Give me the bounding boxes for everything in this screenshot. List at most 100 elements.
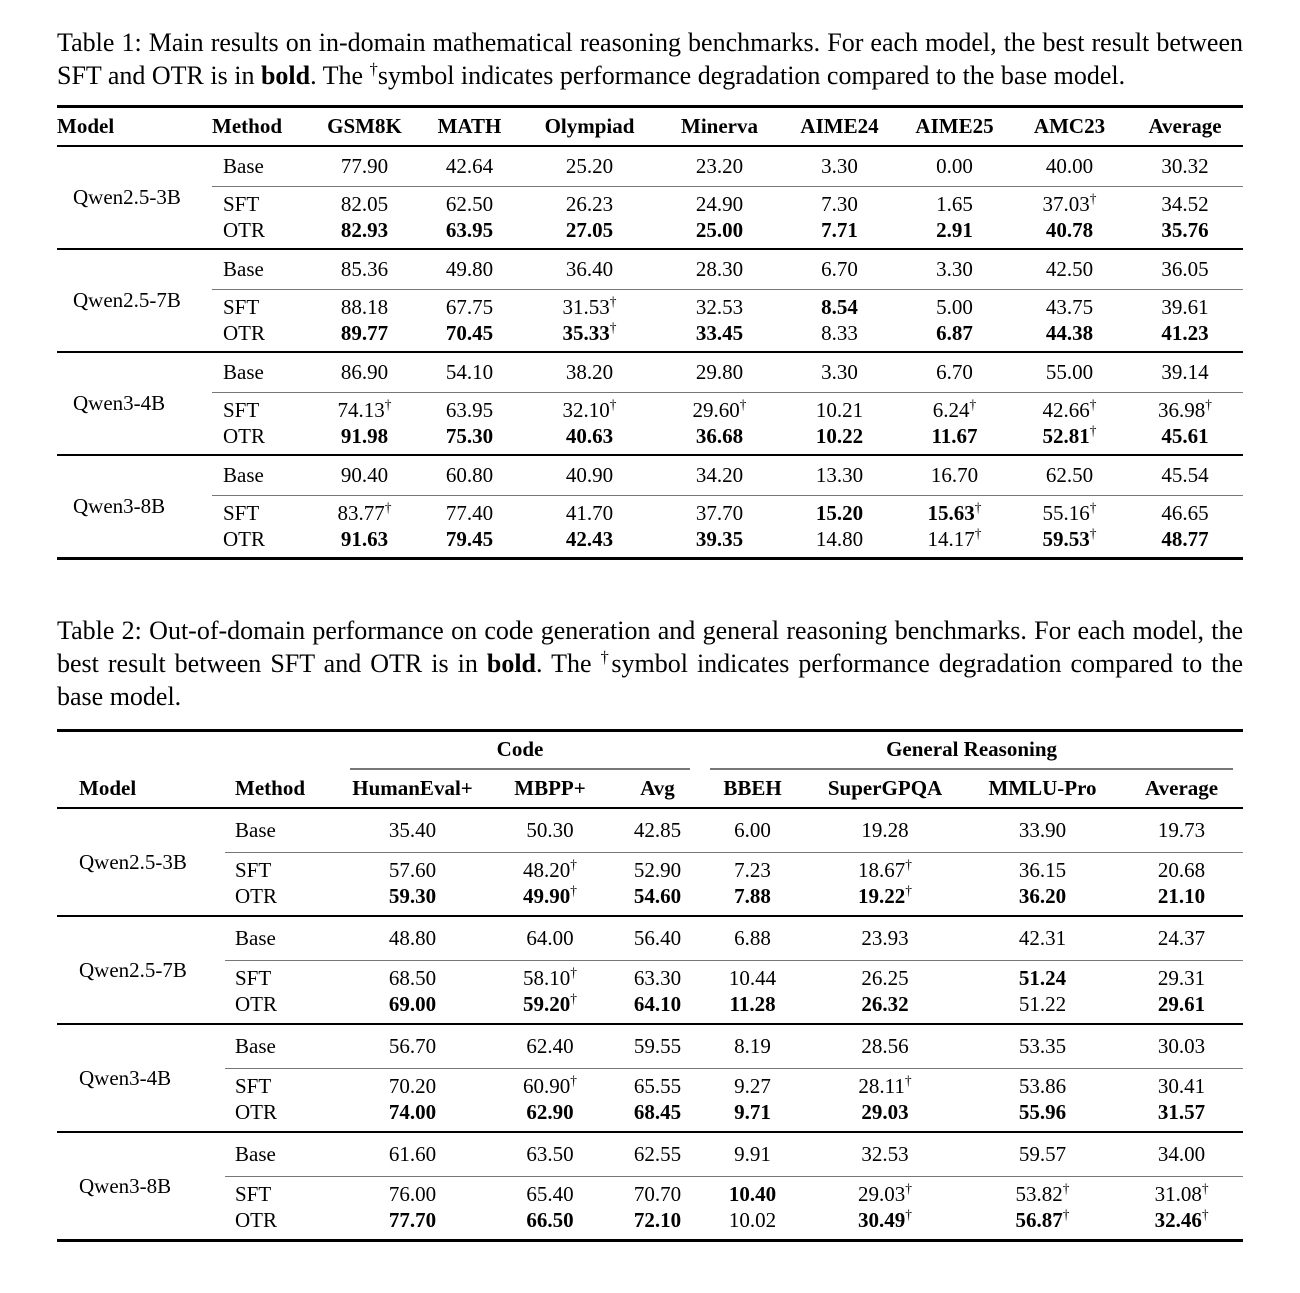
value-cell: 63.95 xyxy=(445,218,494,242)
value-cell: 36.40 xyxy=(522,249,657,290)
value-cell: 40.00 xyxy=(1012,146,1127,187)
caption-text: symbol indicates performance degradation… xyxy=(57,649,1244,711)
value-cell: 16.70 xyxy=(897,455,1012,496)
value-cell: 62.50 xyxy=(1012,455,1127,496)
value-cell: 26.25 xyxy=(861,966,909,990)
value-cell: 62.90 xyxy=(526,1100,574,1124)
value-cell: 53.86 xyxy=(1018,1074,1067,1098)
row-Qwen3-4B-Base: Qwen3-4B Base 56.70 62.40 59.55 8.19 28.56 53.3… xyxy=(57,1024,1244,1090)
value-cell: 37.03† xyxy=(1042,191,1097,216)
value-cell: 10.44 xyxy=(728,966,777,990)
value-cell: 49.80 xyxy=(417,249,522,290)
value-cell: 63.95 xyxy=(445,398,494,422)
value-cell: 6.24† xyxy=(932,397,977,422)
table2-caption: Table 2: Out-of-domain performance on co… xyxy=(57,614,1243,713)
group-header-code: Code xyxy=(340,731,700,771)
value-cell: 9.27 xyxy=(734,1074,771,1098)
model-group-Qwen3-4B: Qwen3-4B Base 86.90 54.10 38.20 29.80 3.30 6.70… xyxy=(57,352,1243,455)
value-cell: 11.28 xyxy=(729,992,776,1016)
table2-group-header-row: Code General Reasoning xyxy=(57,731,1243,771)
col-header-gsm8k: GSM8K xyxy=(312,106,417,147)
method-label: OTR xyxy=(223,218,265,242)
table1-caption: Table 1: Main results on in-domain mathe… xyxy=(57,26,1243,92)
value-cell: 7.88 xyxy=(734,884,771,908)
value-cell: 59.20† xyxy=(523,991,577,1016)
row-Qwen3-4B-OTR: OTR 74.00 62.90 68.45 9.71 29.03 55.96 31.57 xyxy=(57,1099,1243,1132)
model-name: Qwen2.5-3B xyxy=(79,849,187,874)
col-header-aime25: AIME25 xyxy=(897,106,1012,147)
value-cell: 9.91 xyxy=(700,1132,806,1177)
value-cell: 15.63† xyxy=(927,500,982,525)
value-cell: 66.50 xyxy=(526,1208,574,1232)
value-cell: 26.23 xyxy=(565,192,614,216)
table1-header-row: Model Method GSM8K MATH Olympiad Minerva… xyxy=(57,106,1243,147)
value-cell: 90.40 xyxy=(312,455,417,496)
value-cell: 61.60 xyxy=(340,1132,485,1177)
row-Qwen2.5-3B-SFT: SFT 57.60 48.20† 52.90 7.23 18.67† 36.15 20.68 xyxy=(57,853,1243,884)
value-cell: 35.33† xyxy=(562,320,617,345)
value-cell: 63.30 xyxy=(633,966,682,990)
value-cell: 6.70 xyxy=(782,249,897,290)
value-cell: 36.05 xyxy=(1127,249,1243,290)
col-header-method: Method xyxy=(212,106,312,147)
value-cell: 68.50 xyxy=(388,966,437,990)
value-cell: 6.87 xyxy=(936,321,973,345)
value-cell: 10.02 xyxy=(728,1208,777,1232)
value-cell: 70.45 xyxy=(445,321,494,345)
value-cell: 46.65 xyxy=(1161,501,1209,525)
value-cell: 56.70 xyxy=(340,1024,485,1069)
method-label: Base xyxy=(225,1132,340,1177)
value-cell: 60.80 xyxy=(417,455,522,496)
caption-text: Table 2: Out-of-domain performance on co… xyxy=(57,616,1243,678)
row-Qwen3-4B-Base: Qwen3-4B Base 86.90 54.10 38.20 29.80 3.30 6.70… xyxy=(57,352,1243,415)
value-cell: 39.14 xyxy=(1127,352,1243,393)
dagger-symbol: † xyxy=(609,397,617,412)
table2-header: Code General Reasoning Model Method Huma… xyxy=(57,731,1244,809)
dagger-symbol: † xyxy=(969,397,977,412)
value-cell: 30.49† xyxy=(858,1207,913,1232)
value-cell: 51.24 xyxy=(1018,966,1067,990)
value-cell: 6.00 xyxy=(700,808,806,853)
value-cell: 64.10 xyxy=(633,992,682,1016)
col-header-humaneval: HumanEval+ xyxy=(340,770,485,809)
col-header-model: Model xyxy=(57,106,212,147)
col-header-bbeh: BBEH xyxy=(700,770,806,809)
value-cell: 29.61 xyxy=(1157,992,1206,1016)
value-cell: 72.10 xyxy=(633,1208,682,1232)
value-cell: 50.30 xyxy=(485,808,615,853)
caption-bold-text: bold xyxy=(486,649,537,678)
method-label: OTR xyxy=(223,321,265,345)
value-cell: 49.90† xyxy=(523,883,577,908)
dagger-symbol: † xyxy=(570,965,577,980)
value-cell: 6.70 xyxy=(897,352,1012,393)
value-cell: 91.63 xyxy=(340,527,389,551)
col-header-minerva: Minerva xyxy=(657,106,782,147)
value-cell: 54.10 xyxy=(417,352,522,393)
model-group-Qwen3-4B: Qwen3-4B Base 56.70 62.40 59.55 8.19 28.56 53.3… xyxy=(57,1024,1244,1132)
value-cell: 30.41 xyxy=(1157,1074,1206,1098)
value-cell: 8.33 xyxy=(821,321,858,345)
method-label: Base xyxy=(212,249,312,290)
col-header-aime24: AIME24 xyxy=(782,106,897,147)
value-cell: 24.37 xyxy=(1120,916,1244,961)
col-header-olympiad: Olympiad xyxy=(522,106,657,147)
dagger-symbol: † xyxy=(1201,1181,1209,1196)
value-cell: 36.20 xyxy=(1018,884,1067,908)
row-Qwen3-8B-SFT: SFT 76.00 65.40 70.70 10.40 29.03† 53.82† 31.08… xyxy=(57,1177,1243,1208)
value-cell: 31.08† xyxy=(1154,1181,1209,1206)
value-cell: 68.45 xyxy=(633,1100,682,1124)
value-cell: 82.05 xyxy=(340,192,389,216)
col-header-method: Method xyxy=(225,770,340,809)
value-cell: 74.00 xyxy=(388,1100,437,1124)
value-cell: 26.32 xyxy=(861,992,909,1016)
model-name: Qwen2.5-3B xyxy=(73,185,181,209)
model-name: Qwen3-4B xyxy=(73,391,166,415)
value-cell: 31.53† xyxy=(562,294,617,319)
value-cell: 20.68 xyxy=(1157,858,1206,882)
method-label: OTR xyxy=(223,424,265,448)
value-cell: 58.10† xyxy=(523,965,577,990)
value-cell: 77.90 xyxy=(312,146,417,187)
row-Qwen2.5-7B-OTR: OTR 89.77 70.45 35.33† 33.45 8.33 6.87 44.38 41.… xyxy=(57,320,1243,352)
table2-out-of-domain-results: Code General Reasoning Model Method Huma… xyxy=(57,729,1244,1242)
dagger-symbol: † xyxy=(600,647,612,667)
